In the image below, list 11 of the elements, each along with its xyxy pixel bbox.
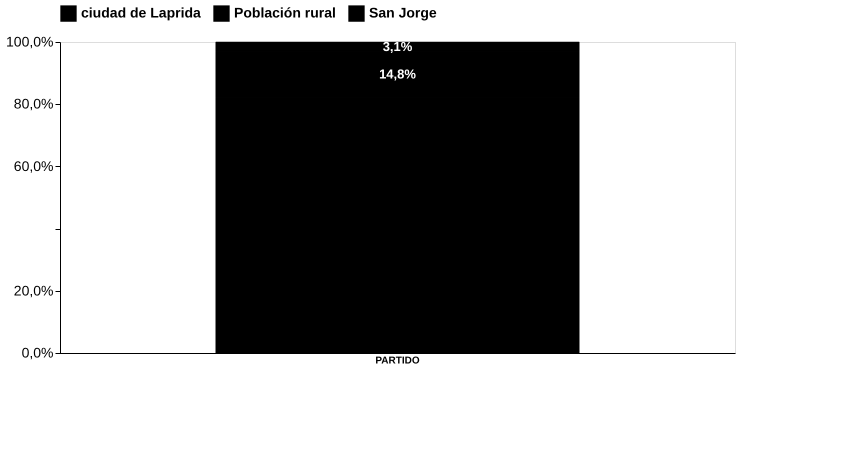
data-label: 14,8% (379, 66, 416, 82)
y-tick-label: 80,0% (14, 96, 54, 112)
legend-label: San Jorge (369, 4, 437, 21)
data-label: 3,1% (382, 38, 413, 54)
legend-label: ciudad de Laprida (81, 4, 202, 21)
y-tick-label: 20,0% (14, 282, 54, 298)
y-tick-label: 100,0% (6, 34, 54, 50)
x-tick-label: PARTIDO (375, 356, 420, 366)
y-tick-label: 60,0% (14, 158, 54, 174)
legend-label: Población rural (234, 4, 336, 21)
y-tick-label: 0,0% (22, 344, 54, 360)
